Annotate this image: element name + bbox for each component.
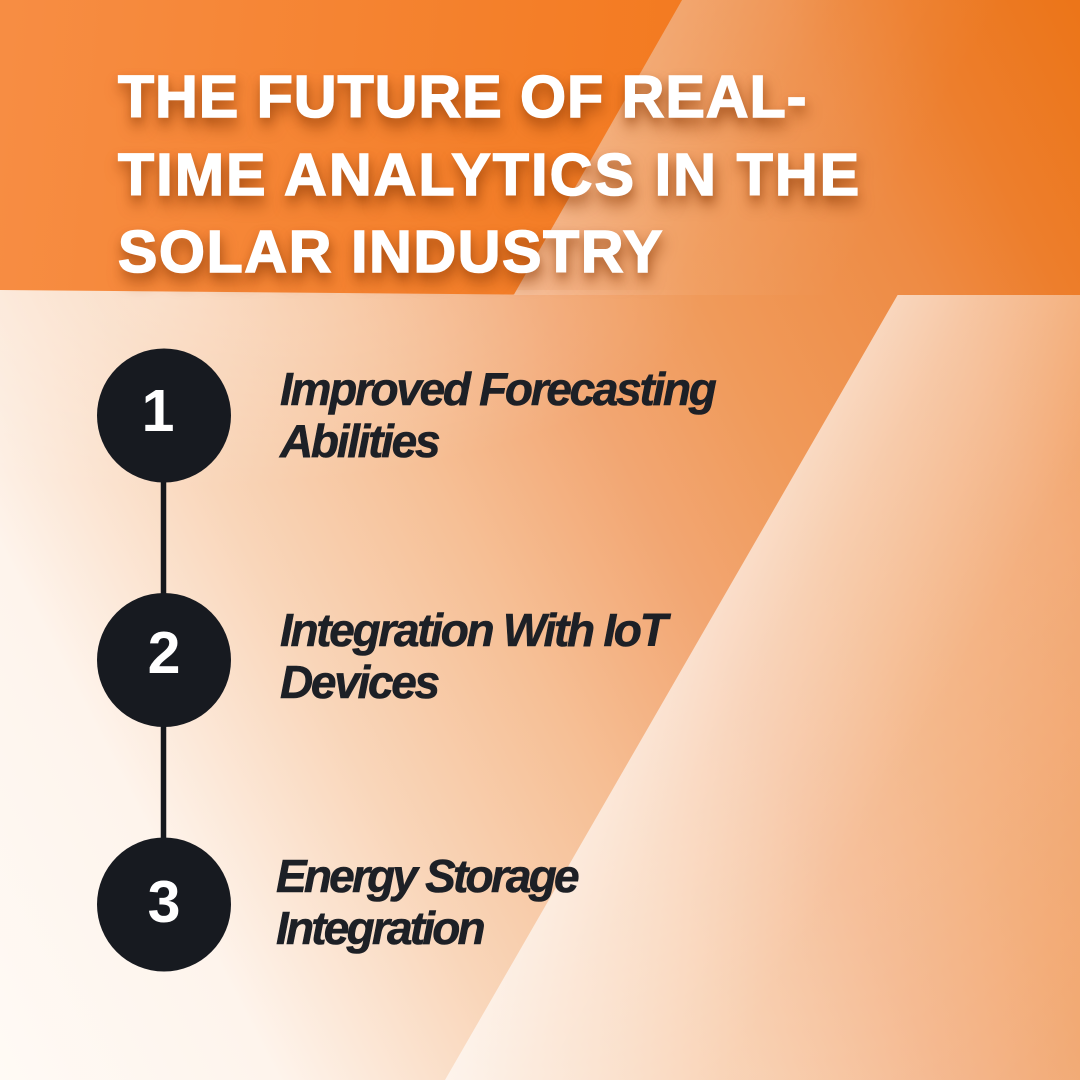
svg-text:3: 3 [148, 869, 181, 935]
svg-text:1: 1 [142, 378, 175, 444]
svg-text:2: 2 [148, 620, 181, 686]
